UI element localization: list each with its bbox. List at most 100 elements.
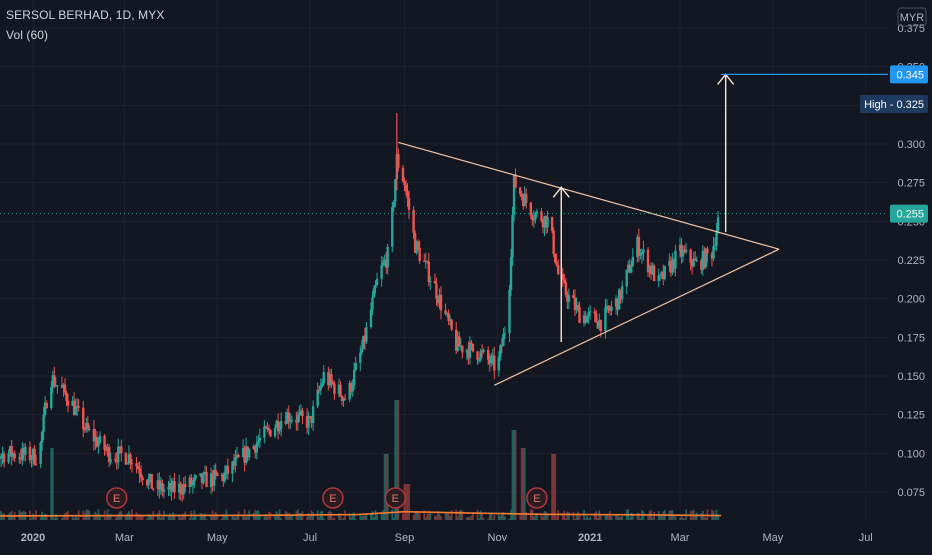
candle-body — [256, 443, 258, 452]
candle-body — [125, 453, 127, 464]
volume-bar — [515, 430, 517, 520]
earnings-marker-label: E — [113, 493, 120, 505]
volume-bar — [376, 514, 378, 520]
currency-label: MYR — [900, 12, 925, 24]
candle-body — [638, 237, 640, 256]
candle-body — [641, 253, 643, 255]
candle-body — [84, 429, 86, 430]
candle-body — [371, 298, 373, 310]
volume-bar — [524, 448, 526, 520]
candle-body — [405, 185, 407, 191]
candle-body — [589, 311, 591, 312]
candle-body — [138, 469, 140, 474]
y-tick-label: 0.200 — [897, 294, 925, 306]
candle-body — [435, 283, 437, 298]
candle-body — [525, 194, 527, 203]
volume-bar — [131, 509, 133, 520]
candle-body — [482, 350, 484, 351]
volume-bar — [312, 512, 314, 520]
candle-body — [642, 250, 644, 253]
candle-body — [394, 179, 396, 202]
candle-body — [531, 216, 533, 220]
x-tick-label: 2021 — [578, 532, 602, 544]
candle-body — [50, 387, 52, 408]
candle-body — [418, 248, 420, 261]
y-tick-label: 0.175 — [897, 332, 925, 344]
candle-body — [387, 247, 389, 268]
candle-body — [205, 472, 207, 487]
candle-body — [458, 336, 460, 346]
candle-body — [374, 285, 376, 288]
candle-body — [330, 374, 332, 382]
candle-body — [248, 449, 250, 457]
volume-bar — [440, 516, 442, 520]
candle-body — [490, 357, 492, 364]
candle-body — [393, 202, 395, 207]
candle-body — [586, 316, 588, 322]
candle-body — [64, 385, 66, 393]
candle-body — [365, 327, 367, 342]
y-tick-label: 0.150 — [897, 371, 925, 383]
candle-body — [530, 203, 532, 216]
symbol-title: SERSOL BERHAD, 1D, MYX — [6, 8, 164, 22]
candle-body — [428, 262, 430, 282]
candle-body — [520, 194, 522, 197]
candle-body — [268, 428, 270, 430]
candle-body — [297, 415, 299, 422]
candle-body — [151, 474, 153, 489]
y-tick-label: 0.275 — [897, 178, 925, 190]
volume-bar — [52, 448, 54, 520]
candle-body — [472, 344, 474, 351]
candle-body — [370, 310, 372, 327]
candle-body — [587, 312, 589, 316]
candle-body — [214, 470, 216, 473]
candle-body — [717, 217, 719, 231]
candle-body — [685, 250, 687, 252]
volume-bar — [429, 512, 431, 520]
candle-body — [126, 463, 128, 464]
candle-body — [402, 168, 404, 182]
candle-body — [479, 351, 481, 360]
candle-body — [536, 211, 538, 213]
candle-body — [103, 436, 105, 450]
candle-body — [514, 175, 516, 188]
volume-bar — [280, 518, 282, 520]
candle-body — [24, 447, 26, 455]
candle-body — [202, 473, 204, 483]
candle-body — [117, 447, 119, 462]
x-tick-label: 2020 — [21, 532, 45, 544]
candle-body — [552, 231, 554, 254]
candle-body — [184, 484, 186, 487]
candle-body — [88, 429, 90, 430]
candle-body — [131, 463, 133, 464]
x-tick-label: May — [762, 532, 783, 544]
candle-body — [557, 265, 559, 274]
candle-body — [321, 383, 323, 385]
volume-bar — [35, 510, 37, 520]
candle-body — [499, 345, 501, 356]
candle-body — [450, 320, 452, 330]
candle-body — [333, 384, 335, 394]
candle-body — [216, 473, 218, 476]
candle-body — [382, 262, 384, 265]
volume-bar — [547, 515, 549, 520]
y-tick-label: 0.125 — [897, 410, 925, 422]
candle-body — [502, 334, 504, 346]
earnings-marker-label: E — [533, 493, 540, 505]
volume-bar — [611, 516, 613, 520]
volume-bar — [653, 512, 655, 520]
candle-body — [259, 438, 261, 441]
candle-body — [714, 245, 716, 246]
candle-body — [626, 270, 628, 287]
candle-body — [706, 249, 708, 254]
candle-body — [380, 265, 382, 279]
candle-body — [0, 456, 2, 458]
candle-body — [533, 219, 535, 220]
candle-body — [278, 429, 280, 431]
volume-bar — [643, 511, 645, 520]
candle-body — [417, 241, 419, 247]
candle-body — [163, 489, 165, 491]
candle-body — [355, 363, 357, 370]
